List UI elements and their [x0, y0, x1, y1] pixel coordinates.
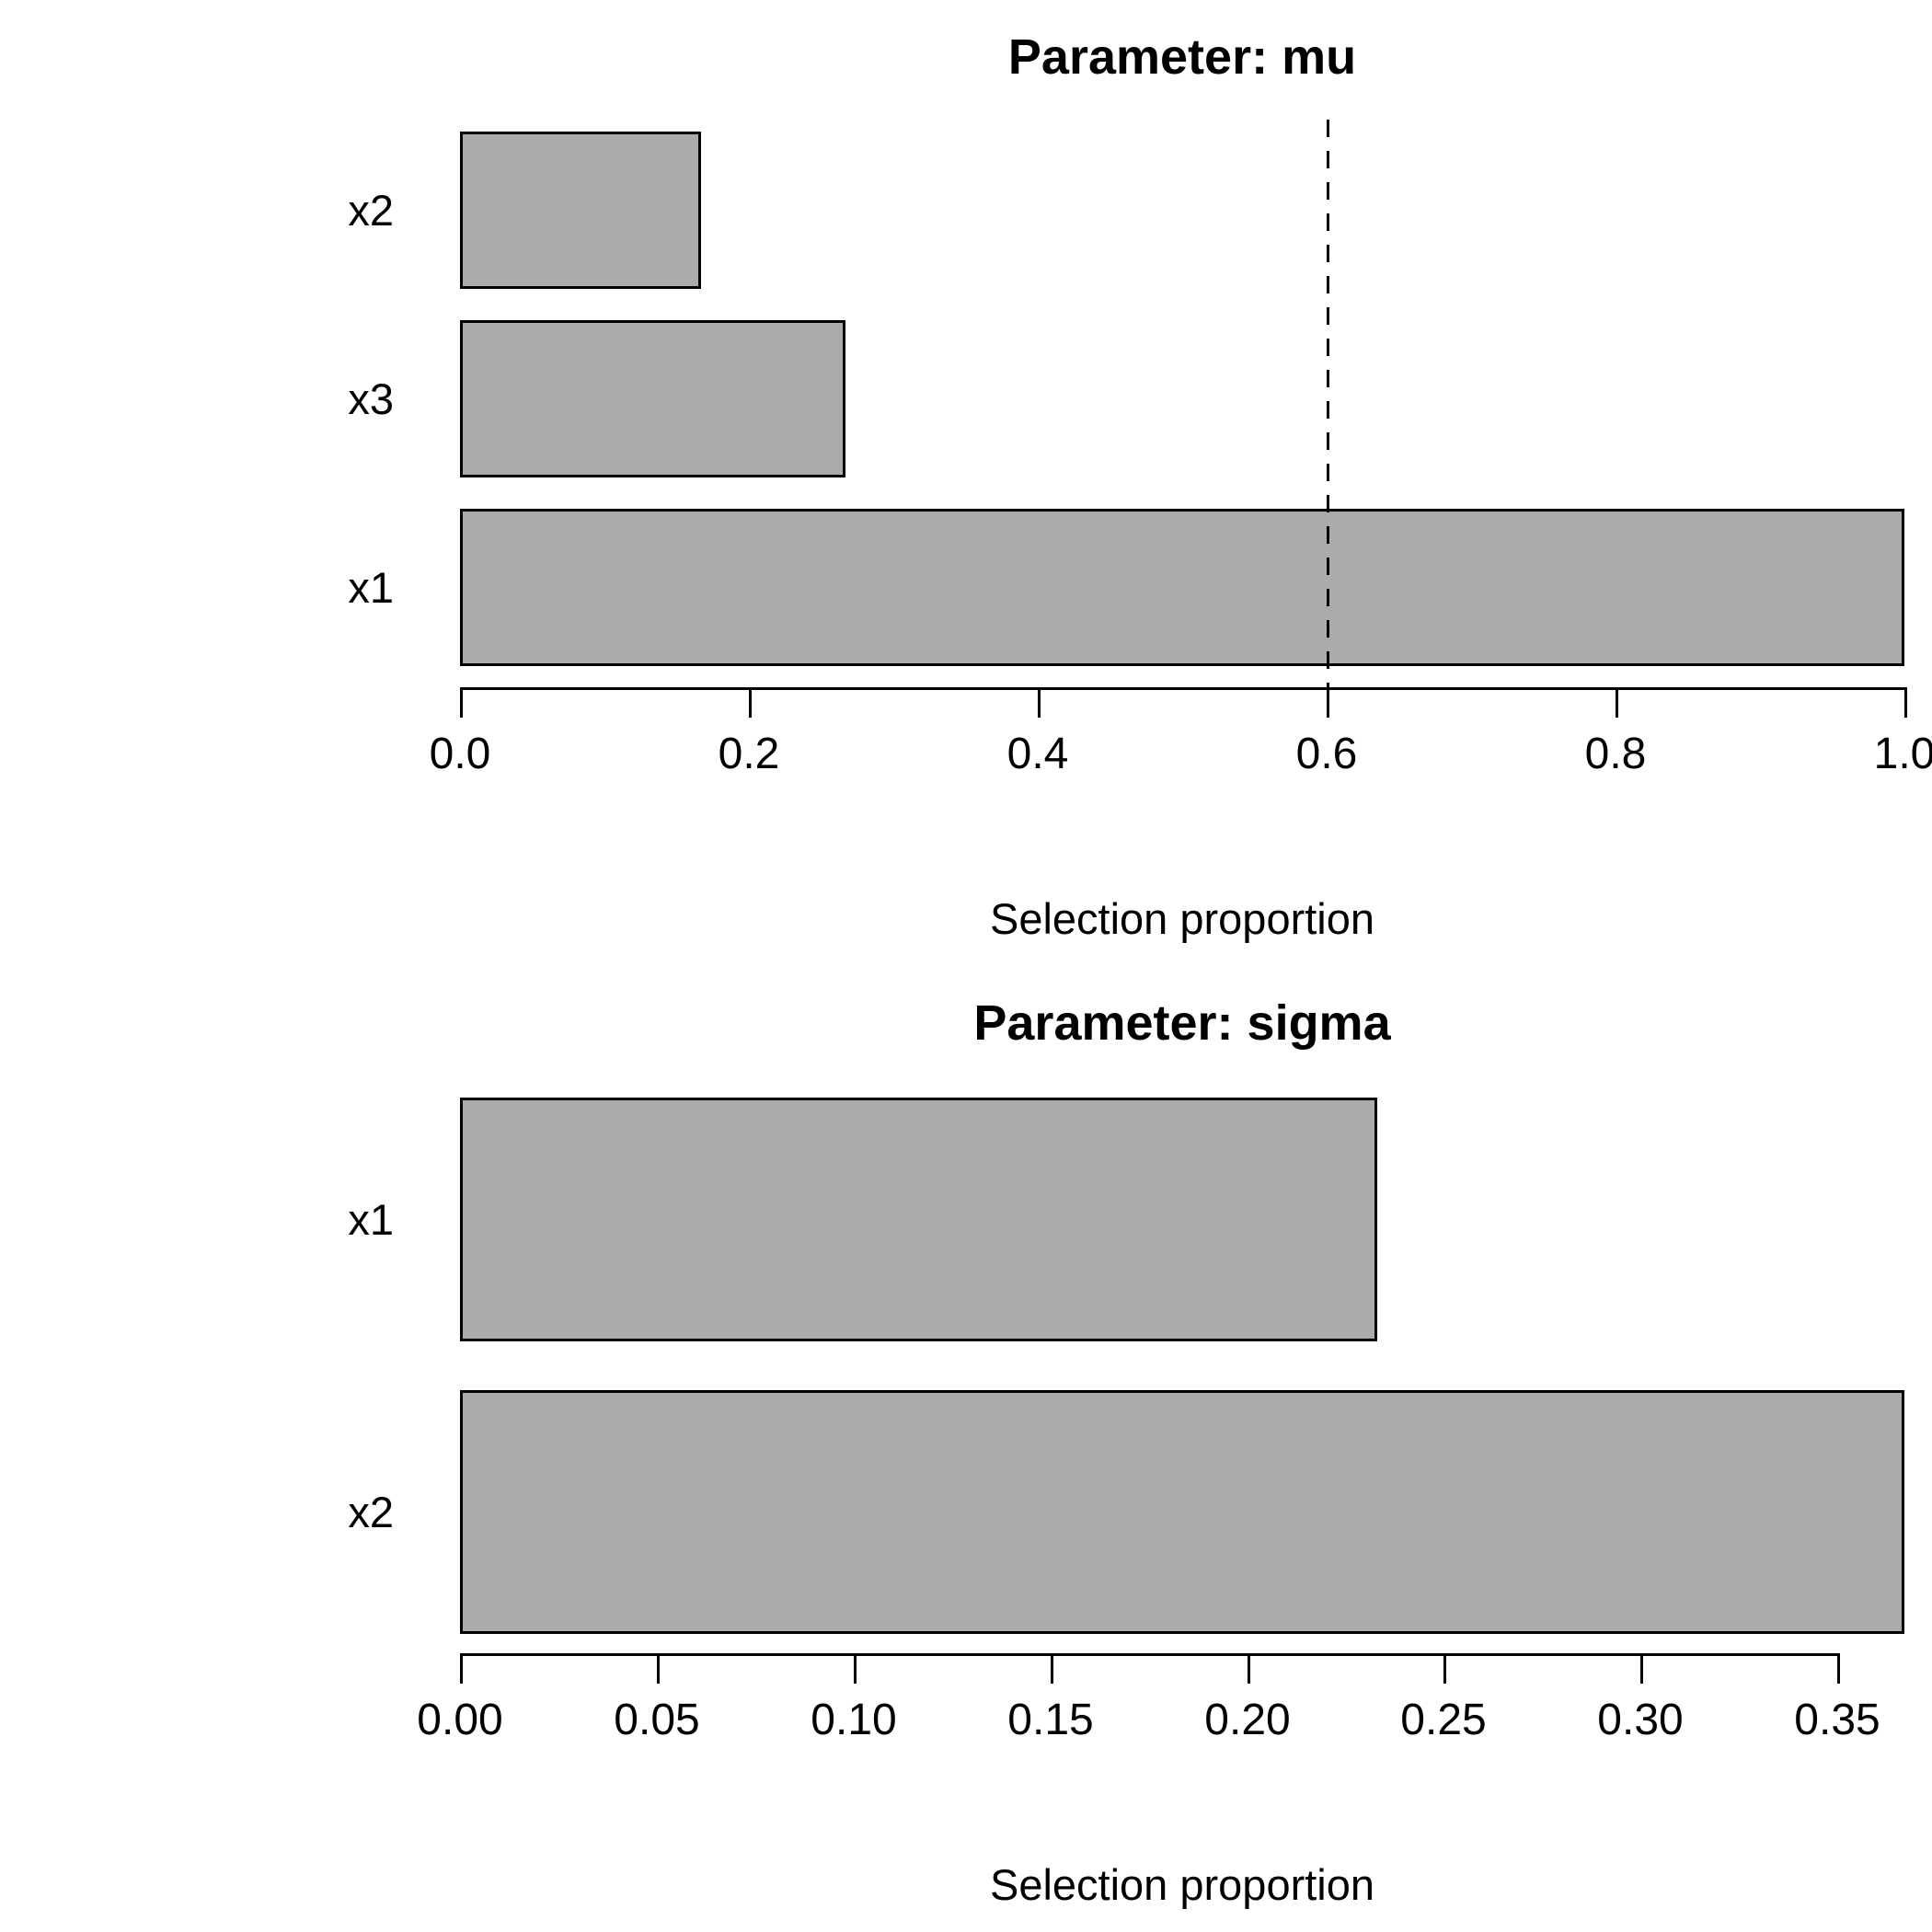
bar-x1	[460, 509, 1904, 666]
x-tick-label-0.30: 0.30	[1597, 1696, 1684, 1744]
bar-x2	[460, 132, 701, 289]
x-tick-label-0.05: 0.05	[614, 1696, 700, 1744]
bar-x3	[460, 320, 845, 477]
x-axis-line	[460, 1653, 1840, 1656]
x-tick-0.15	[1051, 1653, 1053, 1684]
y-category-label-x1: x1	[348, 563, 394, 612]
y-category-label-x3: x3	[348, 374, 394, 423]
x-tick-0.35	[1837, 1653, 1840, 1684]
x-tick-0.6	[1327, 687, 1329, 718]
x-tick-label-0.25: 0.25	[1400, 1696, 1487, 1744]
x-tick-0.00	[460, 1653, 463, 1684]
x-tick-label-0.8: 0.8	[1584, 730, 1647, 778]
x-axis-title-mu: Selection proportion	[989, 894, 1375, 943]
x-tick-1.0	[1904, 687, 1907, 718]
panel-parameter-mu: Parameter: mu Selection proportion x2 x3 x…	[348, 29, 1932, 943]
reference-line-dashed	[1327, 120, 1329, 687]
y-category-label-x1: x1	[348, 1195, 394, 1244]
x-tick-0.0	[460, 687, 463, 718]
y-category-label-x2: x2	[348, 1488, 394, 1536]
x-tick-label-0.0: 0.0	[429, 730, 491, 778]
bar-x1	[460, 1098, 1377, 1341]
x-tick-0.10	[854, 1653, 857, 1684]
x-tick-0.20	[1248, 1653, 1250, 1684]
x-tick-0.4	[1038, 687, 1041, 718]
x-axis-line	[460, 687, 1907, 690]
x-tick-0.2	[749, 687, 752, 718]
x-tick-label-0.4: 0.4	[1006, 730, 1069, 778]
x-tick-label-0.35: 0.35	[1794, 1696, 1880, 1744]
x-tick-0.8	[1616, 687, 1618, 718]
y-category-label-x2: x2	[348, 186, 394, 235]
chart-title-sigma: Parameter: sigma	[973, 995, 1391, 1051]
x-axis-title-sigma: Selection proportion	[989, 1860, 1375, 1909]
x-tick-label-0.2: 0.2	[718, 730, 780, 778]
x-tick-label-0.00: 0.00	[417, 1696, 503, 1744]
x-tick-label-1.0: 1.0	[1873, 730, 1932, 778]
chart-title-mu: Parameter: mu	[1007, 29, 1357, 85]
x-tick-label-0.20: 0.20	[1204, 1696, 1291, 1744]
x-tick-0.05	[657, 1653, 660, 1684]
x-tick-0.30	[1640, 1653, 1643, 1684]
panel-parameter-sigma: Parameter: sigma Selection proportion x1…	[0, 966, 1932, 1932]
x-tick-0.25	[1443, 1653, 1446, 1684]
x-tick-label-0.6: 0.6	[1295, 730, 1358, 778]
x-tick-label-0.10: 0.10	[811, 1696, 897, 1744]
bar-x2	[460, 1390, 1904, 1634]
x-tick-label-0.15: 0.15	[1007, 1696, 1094, 1744]
